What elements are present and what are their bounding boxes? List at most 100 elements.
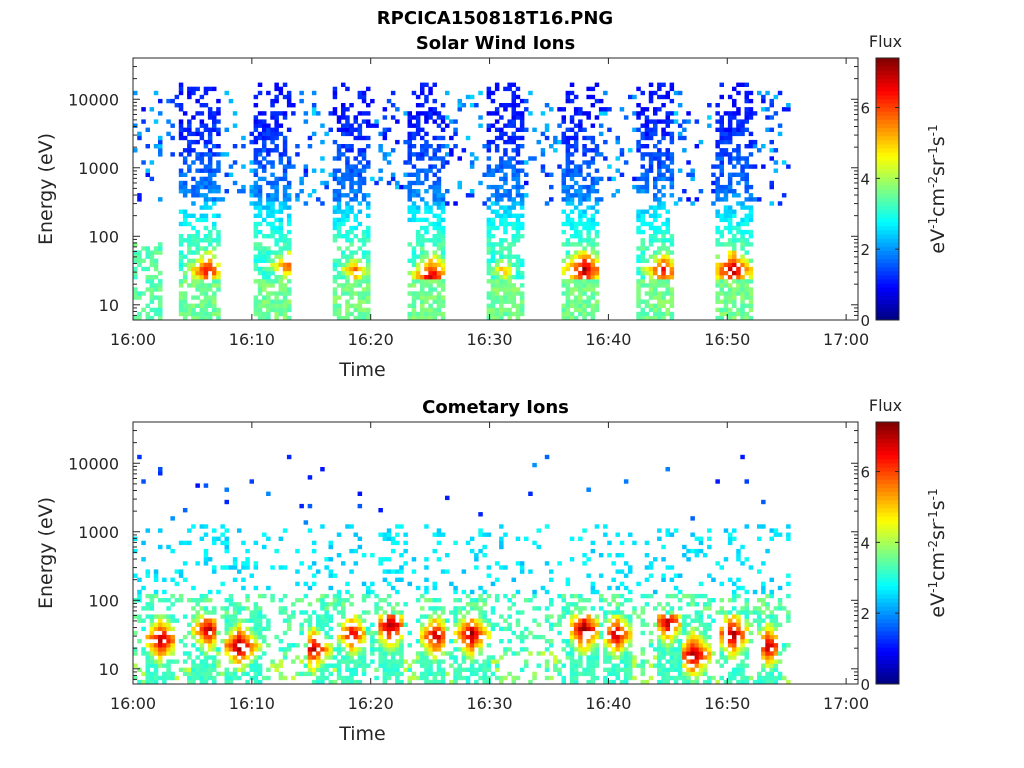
heatmap-cell xyxy=(295,197,300,202)
heatmap-cell xyxy=(278,279,284,284)
heatmap-cell xyxy=(149,107,155,112)
heatmap-cell xyxy=(403,532,408,537)
heatmap-cell xyxy=(224,647,229,652)
heatmap-cell xyxy=(366,585,371,591)
heatmap-cell xyxy=(482,544,487,550)
heatmap-cell xyxy=(511,107,516,112)
heatmap-cell xyxy=(698,548,704,554)
colorbar-step xyxy=(876,303,899,309)
heatmap-cell xyxy=(191,606,196,611)
heatmap-cell xyxy=(257,152,263,157)
heatmap-cell xyxy=(282,565,288,570)
heatmap-cell xyxy=(519,119,525,124)
heatmap-cell xyxy=(407,193,412,198)
heatmap-cell xyxy=(449,135,454,141)
heatmap-cell xyxy=(453,201,458,206)
heatmap-cell xyxy=(648,254,654,259)
heatmap-cell xyxy=(615,647,620,652)
heatmap-cell xyxy=(361,295,367,300)
heatmap-cell xyxy=(320,663,325,668)
heatmap-cell xyxy=(424,189,429,194)
heatmap-cell xyxy=(490,581,496,587)
heatmap-cell xyxy=(345,217,350,223)
heatmap-cell xyxy=(153,569,159,574)
heatmap-cell xyxy=(378,561,383,566)
heatmap-cell xyxy=(149,602,155,607)
heatmap-cell xyxy=(282,655,288,660)
heatmap-cell xyxy=(486,184,492,190)
heatmap-cell xyxy=(345,168,350,173)
heatmap-cell xyxy=(286,90,292,96)
heatmap-cell xyxy=(145,250,150,255)
heatmap-cell xyxy=(557,622,562,627)
heatmap-cell xyxy=(694,643,700,648)
heatmap-cell xyxy=(428,606,433,611)
heatmap-cell xyxy=(266,299,271,304)
heatmap-cell xyxy=(590,589,596,595)
heatmap-cell xyxy=(515,618,521,623)
heatmap-cell xyxy=(440,201,446,206)
heatmap-cell xyxy=(586,679,591,685)
heatmap-cell xyxy=(590,221,596,227)
heatmap-cell xyxy=(499,250,504,255)
heatmap-cell xyxy=(511,172,516,177)
heatmap-cell xyxy=(291,675,296,681)
heatmap-cell xyxy=(420,614,425,619)
heatmap-cell xyxy=(661,655,666,660)
heatmap-cell xyxy=(228,643,234,648)
heatmap-cell xyxy=(711,651,716,656)
heatmap-cell xyxy=(145,303,150,308)
heatmap-cell xyxy=(203,622,209,627)
heatmap-cell xyxy=(490,671,496,677)
heatmap-cell xyxy=(432,152,437,157)
heatmap-cell xyxy=(499,217,504,223)
heatmap-cell xyxy=(773,160,779,165)
heatmap-cell xyxy=(669,655,675,660)
heatmap-cell xyxy=(449,152,454,157)
heatmap-cell xyxy=(707,651,712,656)
heatmap-cell xyxy=(648,238,654,243)
heatmap-cell xyxy=(511,213,516,218)
heatmap-cell xyxy=(336,643,342,648)
heatmap-cell xyxy=(440,234,446,239)
heatmap-cell xyxy=(187,238,192,243)
heatmap-cell xyxy=(303,168,309,173)
heatmap-cell xyxy=(461,639,467,644)
heatmap-cell xyxy=(432,266,437,272)
heatmap-cell xyxy=(440,303,446,308)
heatmap-cell xyxy=(424,577,429,582)
heatmap-cell xyxy=(715,479,720,484)
heatmap-cell xyxy=(420,156,425,161)
heatmap-cell xyxy=(499,160,504,165)
heatmap-cell xyxy=(661,295,666,300)
heatmap-cell xyxy=(266,250,271,255)
heatmap-cell xyxy=(341,622,346,627)
heatmap-cell xyxy=(665,467,670,472)
heatmap-cell xyxy=(145,675,150,681)
heatmap-cell xyxy=(195,561,200,566)
heatmap-cell xyxy=(257,630,263,636)
heatmap-cell xyxy=(158,197,163,202)
heatmap-cell xyxy=(540,634,546,640)
heatmap-cell xyxy=(420,258,425,263)
heatmap-cell xyxy=(544,663,550,668)
heatmap-cell xyxy=(665,168,670,173)
heatmap-cell xyxy=(178,307,184,313)
heatmap-cell xyxy=(665,262,670,268)
heatmap-cell xyxy=(482,532,487,537)
heatmap-cell xyxy=(424,634,429,640)
heatmap-cell xyxy=(519,193,525,198)
heatmap-cell xyxy=(428,209,433,214)
heatmap-cell xyxy=(133,675,138,681)
heatmap-cell xyxy=(619,667,625,672)
heatmap-cell xyxy=(653,213,658,218)
heatmap-cell xyxy=(440,266,446,272)
heatmap-cell xyxy=(648,573,654,578)
heatmap-cell xyxy=(569,557,575,562)
heatmap-cell xyxy=(420,254,425,259)
heatmap-cell xyxy=(182,275,188,280)
heatmap-cell xyxy=(203,557,209,562)
heatmap-cell xyxy=(203,675,209,681)
heatmap-cell xyxy=(590,217,596,223)
heatmap-cell xyxy=(661,291,666,296)
